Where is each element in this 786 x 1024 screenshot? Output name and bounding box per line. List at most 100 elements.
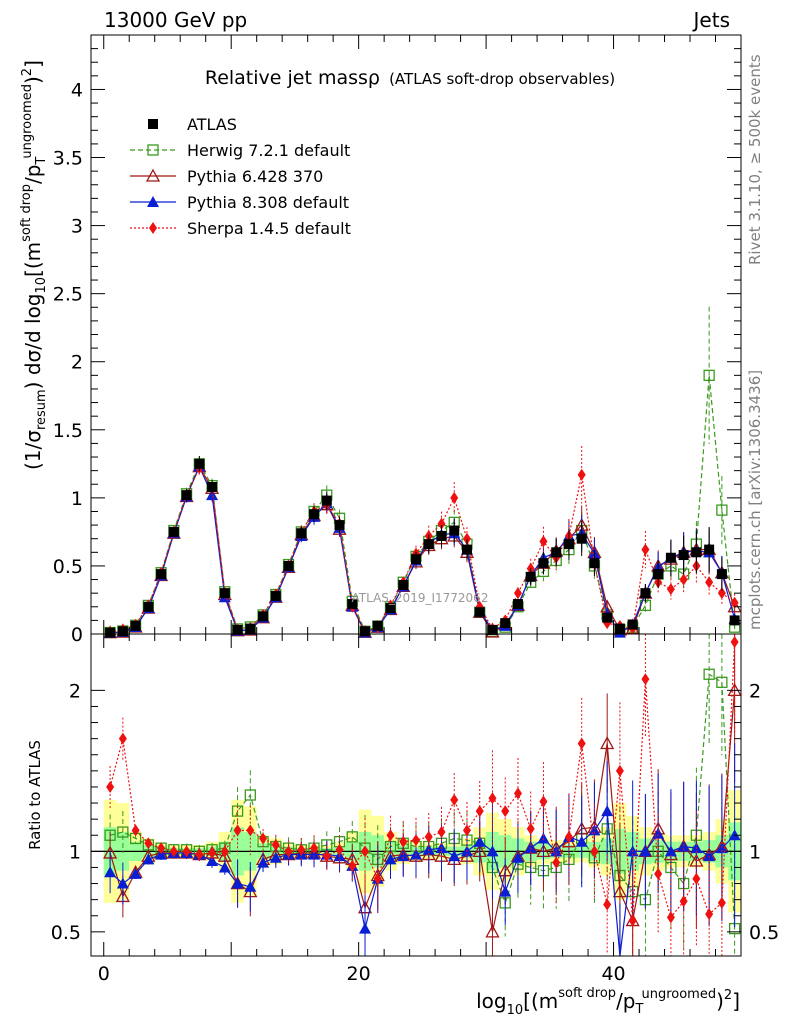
ratio-ytick-label: 2 [69,680,81,702]
ratio-point-sherpa [717,896,726,909]
point-atlas [219,588,230,599]
point-herwig [716,504,728,516]
ratio-ytick-label-right: 1 [749,841,761,863]
legend-label-atlas: ATLAS [187,115,237,134]
point-atlas [360,626,371,637]
ratio-plot-area [91,634,742,957]
ratio-point-sherpa [386,829,395,842]
xtick-label: 40 [601,963,625,985]
ratio-ytick-label-right: 2 [749,680,761,702]
ratio-point-pythia8 [575,835,588,847]
ratio-point-sherpa [564,830,573,843]
ratio-point-pythia8 [142,853,155,865]
main-axes: 0 0.5 1 1.5 2 2.5 3 3.5 4 [53,35,742,646]
x-axis-label: log10[(msoft drop/pTungroomed)2] [476,986,740,1018]
point-atlas [653,569,664,580]
ratio-point-sherpa [513,787,522,800]
ratio-point-sherpa [692,872,701,885]
point-atlas [627,619,638,630]
ratio-frame [90,633,742,957]
ratio-point-sherpa [539,795,548,808]
ratio-point-sherpa [462,824,471,837]
ratio-point-pythia6 [600,736,615,750]
main-y-label: (1/σresum) dσ/d log10[(msoft drop/pTungr… [19,60,49,470]
point-atlas [270,590,281,601]
ratio-point-sherpa [157,842,166,855]
ratio-point-pythia8 [116,877,129,889]
point-atlas [347,599,358,610]
main-ytick-label: 3 [71,216,83,238]
ratio-point-pythia8 [448,850,461,862]
legend-marker-pythia6 [145,168,161,182]
ratio-point-sherpa [577,737,586,750]
ratio-point-sherpa [437,826,446,839]
ratio-point-sherpa [259,832,268,845]
ratio-point-sherpa [399,835,408,848]
ratio-point-sherpa [628,914,637,927]
legend-label-sherpa: Sherpa 1.4.5 default [187,219,351,238]
ratio-point-pythia6 [612,884,628,898]
point-atlas [334,520,345,531]
ratio-point-pythia8 [499,885,512,897]
ratio-point-sherpa [552,856,561,869]
main-ytick-label: 4 [71,79,83,101]
point-sherpa [450,491,459,504]
xtick-label: 0 [98,963,110,985]
process-label: Jets [692,8,730,32]
point-atlas [411,554,421,565]
ratio-ytick-label: 1 [69,841,81,863]
point-sherpa [437,517,446,530]
collision-label: 13000 GeV pp [104,8,247,32]
ratio-point-sherpa [730,636,739,649]
legend-item-pythia8: Pythia 8.308 default [130,193,349,212]
point-atlas [716,569,727,580]
main-ytick-label: 0 [71,624,83,646]
ratio-point-pythia8 [206,855,219,867]
point-atlas [156,569,167,580]
main-panel: 0 0.5 1 1.5 2 2.5 3 3.5 4 ATLAS_2019_I1772062 Re… [53,34,742,646]
point-atlas [207,481,218,492]
main-plot-area [103,306,742,639]
point-sherpa [730,596,739,609]
point-sherpa [577,468,586,481]
ratio-point-pythia8 [244,880,257,892]
point-atlas [436,530,447,541]
ratio-point-sherpa [654,867,663,880]
point-atlas [232,624,243,635]
ratio-point-sherpa [348,859,357,872]
legend-marker-pythia8 [147,196,159,207]
ratio-point-sherpa [220,845,229,858]
point-atlas [423,539,434,550]
ratio-y-label: Ratio to ATLAS [26,740,44,850]
point-atlas [385,603,396,614]
legend-item-herwig: Herwig 7.2.1 default [130,141,350,160]
subtitle-text: (ATLAS soft-drop observables) [389,70,615,88]
point-atlas [678,550,689,561]
point-atlas [105,627,116,638]
main-title: Relative jet massρ (ATLAS soft-drop obse… [205,67,615,89]
legend-item-sherpa: Sherpa 1.4.5 default [130,219,351,238]
main-ytick-label: 2 [71,352,83,374]
ratio-point-pythia8 [129,867,142,879]
ratio-point-sherpa [373,872,382,885]
legend-label-pythia6: Pythia 6.428 370 [187,167,323,186]
ratio-point-pythia8 [588,824,601,836]
point-atlas [181,490,192,501]
ratio-point-pythia8 [486,845,499,857]
point-sherpa [717,587,726,600]
ratio-axes: 0.5 0.51 12 20 20 40 [51,634,779,985]
point-atlas [525,571,536,582]
ratio-point-herwig [117,826,129,838]
point-atlas [143,601,154,612]
ratio-point-sherpa [208,846,217,859]
point-sherpa [462,532,471,545]
point-atlas [665,552,676,563]
legend-label-pythia8: Pythia 8.308 default [187,193,349,212]
ratio-point-sherpa [590,845,599,858]
main-ytick-label: 1 [71,488,83,510]
ratio-point-pythia8 [218,861,231,873]
point-atlas [258,611,269,622]
legend-marker-herwig [147,144,159,156]
point-atlas [283,560,294,571]
